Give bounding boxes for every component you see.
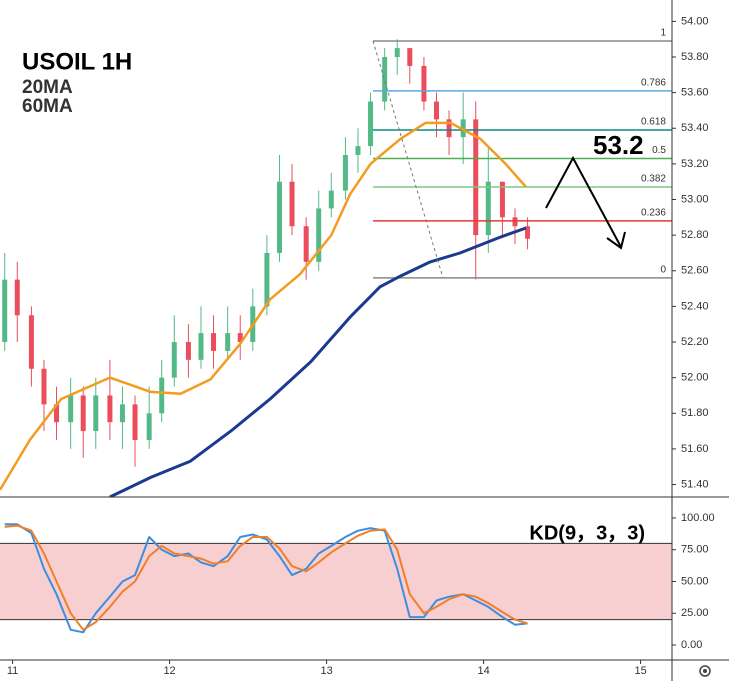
candle-body bbox=[446, 119, 452, 138]
y-tick-label: 52.60 bbox=[681, 265, 709, 277]
x-tick-label: 12 bbox=[163, 665, 175, 677]
fib-label: 0.618 bbox=[641, 117, 666, 128]
candle-body bbox=[328, 190, 334, 209]
y-tick-label: 0.00 bbox=[681, 639, 702, 651]
candle-body bbox=[512, 217, 518, 227]
y-tick-label: 51.60 bbox=[681, 443, 709, 455]
candle-body bbox=[433, 101, 439, 120]
y-tick-label: 53.40 bbox=[681, 122, 709, 134]
candle-body bbox=[171, 342, 177, 378]
candle-body bbox=[28, 315, 34, 369]
candle-body bbox=[107, 395, 113, 423]
moving-average bbox=[109, 226, 527, 497]
candle-body bbox=[119, 404, 125, 423]
kd-panel bbox=[0, 523, 672, 634]
candle-body bbox=[485, 181, 491, 236]
candle-body bbox=[185, 342, 191, 360]
y-tick-label: 53.00 bbox=[681, 193, 709, 205]
forecast-arrow bbox=[545, 155, 622, 248]
fib-label: 0.5 bbox=[652, 145, 666, 156]
candle-body bbox=[368, 101, 374, 147]
y-tick-label: 75.00 bbox=[681, 544, 709, 556]
candle-body bbox=[382, 57, 388, 102]
gear[interactable] bbox=[699, 665, 711, 677]
candle-body bbox=[355, 146, 361, 155]
y-tick-label: 51.40 bbox=[681, 478, 709, 490]
fib-label: 0.786 bbox=[641, 77, 666, 88]
y-tick-label: 54.00 bbox=[681, 15, 709, 27]
candle-body bbox=[525, 226, 531, 239]
price-panel: 1 0.786 0.618 0.5 0.382 0.236 0 bbox=[0, 28, 672, 497]
kd-line bbox=[4, 524, 528, 631]
fib-label: 1 bbox=[660, 28, 666, 39]
x-tick-label: 15 bbox=[634, 665, 646, 677]
fib-trend-line bbox=[372, 40, 444, 279]
candle-body bbox=[407, 48, 413, 66]
candle-body bbox=[211, 333, 217, 351]
annotation: 53.2 bbox=[593, 130, 644, 160]
kd-title: KD(9，3，3) bbox=[529, 522, 645, 544]
candle-body bbox=[316, 208, 322, 262]
moving-average bbox=[0, 121, 527, 491]
gear-hub[interactable] bbox=[703, 669, 707, 673]
candle-body bbox=[225, 333, 231, 351]
axes: 51.40 51.60 51.80 52.00 52.20 52.40 52.60 52.80… bbox=[7, 15, 715, 677]
kd-band bbox=[0, 543, 672, 620]
candle-body bbox=[198, 333, 204, 360]
candle-body bbox=[54, 404, 60, 423]
candle-body bbox=[473, 119, 479, 236]
candle-body bbox=[2, 279, 8, 343]
x-tick-label: 13 bbox=[320, 665, 332, 677]
candle-body bbox=[394, 48, 400, 58]
candle-body bbox=[276, 181, 282, 253]
candle-body bbox=[132, 404, 138, 440]
y-tick-label: 100.00 bbox=[681, 512, 715, 524]
arrow-head bbox=[606, 231, 626, 250]
y-tick-label: 53.60 bbox=[681, 87, 709, 99]
fib-label: 0 bbox=[660, 265, 666, 276]
candle-body bbox=[159, 377, 165, 414]
candle-body bbox=[93, 395, 99, 432]
y-tick-label: 51.80 bbox=[681, 407, 709, 419]
candle-body bbox=[303, 226, 309, 262]
candle-body bbox=[342, 154, 348, 191]
y-tick-label: 53.20 bbox=[681, 158, 709, 170]
fib-label: 0.236 bbox=[641, 208, 666, 219]
legend-entry: 20MA bbox=[22, 77, 73, 98]
chart-title: USOIL 1H bbox=[22, 48, 132, 75]
y-tick-label: 50.00 bbox=[681, 575, 709, 587]
candle-body bbox=[264, 252, 270, 307]
y-tick-label: 52.00 bbox=[681, 372, 709, 384]
candle-body bbox=[421, 65, 427, 102]
candle-body bbox=[41, 368, 47, 405]
legend-entry: 60MA bbox=[22, 96, 73, 117]
candle-body bbox=[68, 395, 74, 423]
candle-body bbox=[289, 181, 295, 227]
candle-body bbox=[237, 333, 243, 343]
fib-label: 0.382 bbox=[641, 174, 666, 185]
y-tick-label: 52.80 bbox=[681, 229, 709, 241]
y-tick-label: 52.40 bbox=[681, 300, 709, 312]
y-tick-label: 52.20 bbox=[681, 336, 709, 348]
settings-icon[interactable] bbox=[699, 665, 711, 677]
x-tick-label: 14 bbox=[477, 665, 489, 677]
candle-body bbox=[80, 395, 86, 432]
kd-line bbox=[4, 523, 528, 634]
candle-body bbox=[14, 279, 20, 316]
candle-body bbox=[146, 413, 152, 440]
y-tick-label: 53.80 bbox=[681, 51, 709, 63]
y-tick-label: 25.00 bbox=[681, 607, 709, 619]
x-tick-label: 11 bbox=[7, 665, 18, 677]
candle-body bbox=[499, 181, 505, 218]
